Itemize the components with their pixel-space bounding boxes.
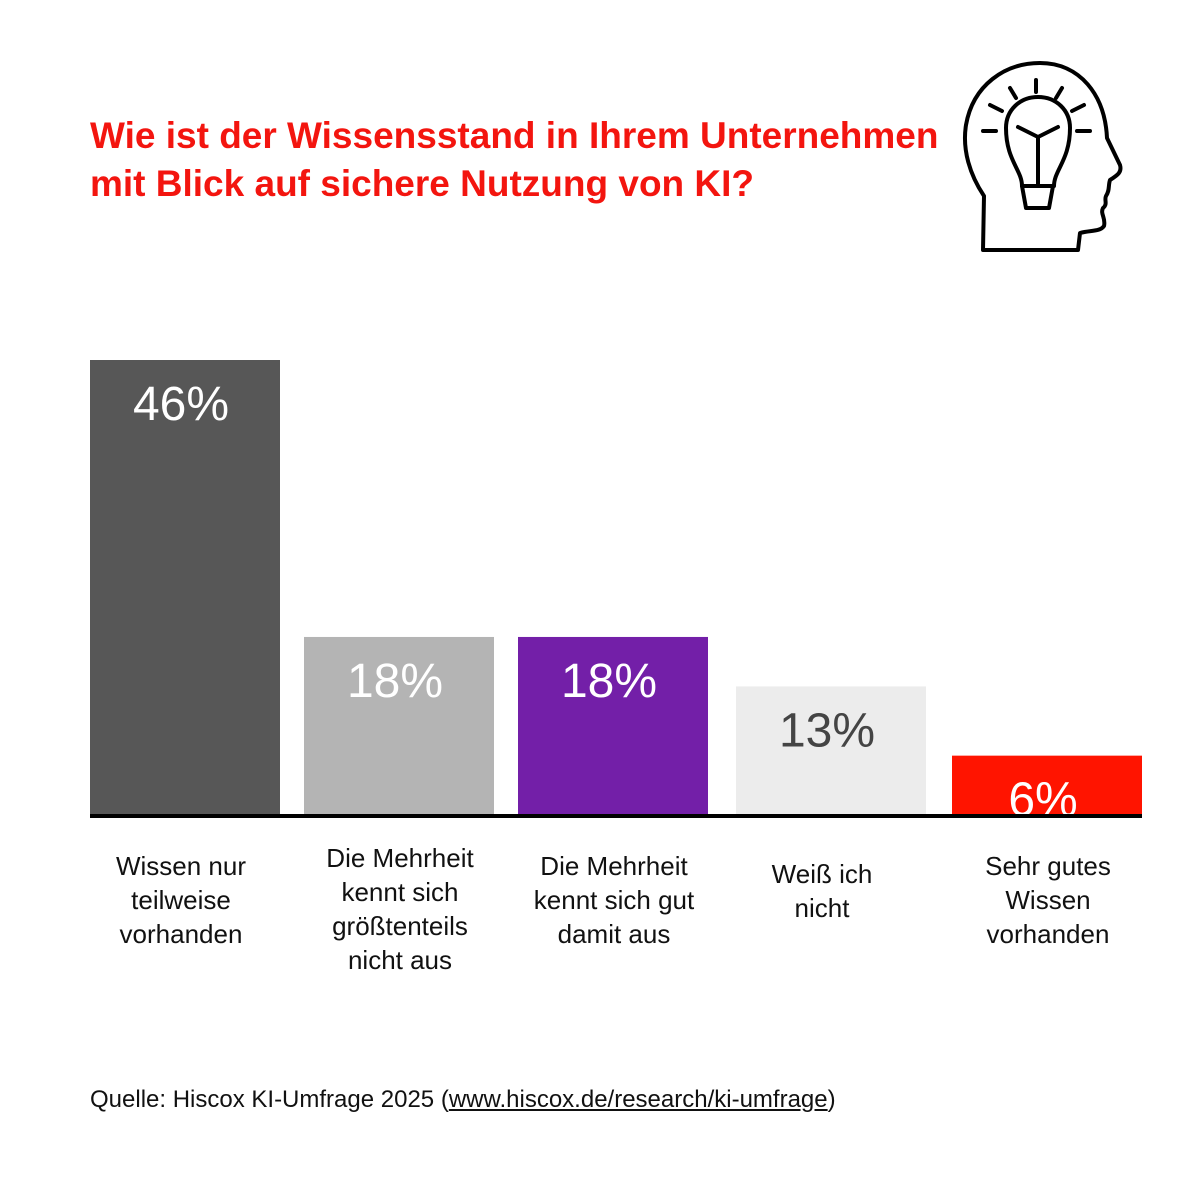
bar [736,686,926,815]
source-suffix: ) [827,1086,836,1113]
bar [952,755,1142,815]
category-label: Die Mehrheit [326,843,474,873]
value-label: 6% [1008,774,1077,827]
category-label: kennt sich gut [534,885,695,915]
bar [518,636,708,815]
category-label: nicht [795,893,851,923]
value-label: 18% [561,655,657,708]
value-label: 18% [347,655,443,708]
head-lightbulb-icon [963,61,1123,252]
source-link[interactable]: www.hiscox.de/research/ki-umfrage [448,1086,828,1113]
category-label: Die Mehrheit [540,851,688,881]
category-label: Wissen [1005,885,1090,915]
value-label: 46% [133,378,229,431]
source-prefix: Quelle: Hiscox KI-Umfrage 2025 ( [90,1086,449,1113]
bar-chart: 46% Wissen nur teilweise vorhanden 18% Die Me… [90,360,1142,975]
category-label: Weiß ich [772,859,873,889]
category-label: größtenteils [332,911,468,941]
value-label: 13% [779,704,875,757]
category-label: vorhanden [120,919,243,949]
category-label: vorhanden [987,919,1110,949]
bar [90,360,280,815]
bar [304,636,494,815]
category-label: nicht aus [348,945,452,975]
category-label: Sehr gutes [985,851,1111,881]
chart-title: Wie ist der Wissensstand in Ihrem Untern… [90,115,939,204]
category-label: Wissen nur [116,851,246,881]
category-label: damit aus [558,919,671,949]
x-axis-baseline [90,814,1142,818]
category-label: kennt sich [341,877,458,907]
source-note: Quelle: Hiscox KI-Umfrage 2025 (www.hisc… [90,1086,836,1114]
category-label: teilweise [131,885,231,915]
